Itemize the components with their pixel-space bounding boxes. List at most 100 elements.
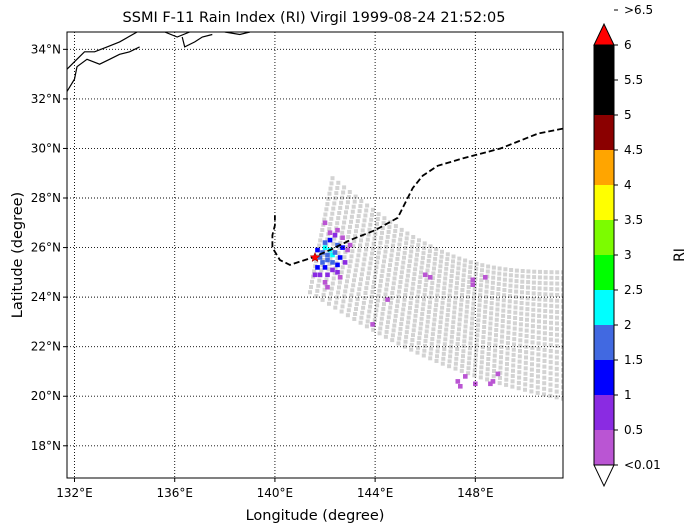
swath-pixel: [420, 260, 425, 265]
swath-pixel: [435, 293, 440, 298]
swath-pixel: [510, 374, 515, 378]
swath-pixel: [520, 274, 525, 279]
swath-pixel: [396, 252, 401, 257]
swath-pixel: [449, 339, 454, 344]
rain-pixel: [322, 220, 328, 226]
swath-pixel: [561, 310, 563, 315]
swath-pixel: [341, 225, 346, 230]
storm-track-line: [271, 127, 563, 266]
swath-pixel: [548, 332, 553, 336]
swath-pixel: [351, 244, 356, 249]
swath-pixel: [535, 390, 540, 395]
swath-pixel: [477, 303, 482, 308]
swath-pixel: [423, 339, 428, 343]
swath-pixel: [345, 205, 349, 210]
swath-pixel: [361, 300, 366, 305]
swath-pixel: [367, 266, 372, 271]
swath-pixel: [549, 270, 554, 275]
swath-pixel: [392, 323, 397, 328]
swath-pixel: [462, 268, 467, 273]
swath-pixel: [470, 316, 475, 321]
swath-pixel: [561, 396, 563, 401]
swath-pixel: [419, 265, 424, 270]
swath-pixel: [537, 308, 542, 313]
swath-pixel: [513, 310, 518, 315]
swath-pixel: [487, 331, 492, 336]
swath-pixel: [455, 276, 460, 281]
swath-pixel: [435, 349, 440, 354]
swath-pixel: [365, 237, 370, 242]
swath-pixel: [452, 305, 457, 310]
swath-pixel: [329, 181, 334, 186]
swath-pixel: [468, 260, 473, 265]
y-axis-label: Latitude (degree): [10, 192, 26, 318]
swath-pixel: [352, 278, 356, 283]
rain-pixel: [317, 255, 323, 260]
swath-pixel: [353, 234, 358, 239]
swath-pixel: [519, 295, 524, 300]
swath-pixel: [561, 356, 563, 361]
swath-pixel: [414, 304, 419, 309]
swath-pixel: [504, 372, 509, 377]
swath-pixel: [407, 259, 412, 264]
swath-pixel: [518, 338, 523, 343]
swath-pixel: [359, 277, 363, 282]
swath-pixel: [417, 238, 421, 243]
swath-pixel: [512, 342, 516, 347]
swath-pixel: [384, 287, 389, 292]
swath-pixel: [413, 313, 418, 318]
swath-pixel: [493, 338, 498, 343]
swath-pixel: [386, 272, 391, 277]
swath-pixel: [383, 292, 388, 297]
swath-pixel: [505, 346, 510, 351]
swath-pixel: [494, 322, 499, 327]
swath-pixel: [330, 281, 335, 286]
swath-pixel: [483, 309, 488, 314]
rain-pixel: [325, 252, 330, 258]
swath-pixel: [332, 271, 337, 276]
swath-pixel: [440, 361, 445, 366]
swath-pixel: [435, 354, 439, 359]
swath-pixel: [430, 281, 435, 285]
swath-pixel: [542, 336, 547, 341]
swath-pixel: [555, 293, 560, 297]
swath-pixel: [481, 335, 486, 340]
swath-pixel: [455, 342, 460, 346]
swath-pixel: [455, 347, 460, 351]
swath-pixel: [399, 232, 403, 237]
swath-pixel: [525, 296, 530, 301]
swath-pixel: [371, 327, 376, 332]
swath-pixel: [426, 263, 431, 268]
swath-pixel: [554, 383, 559, 388]
swath-pixel: [561, 304, 563, 309]
swath-pixel: [520, 269, 525, 273]
rain-pixel: [322, 280, 328, 285]
plot-frame: [66, 31, 564, 479]
y-tick-label: 32°N: [31, 92, 61, 106]
swath-pixel: [434, 303, 439, 308]
swath-pixel: [433, 312, 437, 317]
swath-pixel: [327, 301, 331, 306]
swath-pixel: [484, 284, 489, 289]
coastline-layer: [67, 32, 251, 92]
swath-pixel: [523, 377, 528, 381]
swath-pixel: [549, 326, 553, 331]
swath-pixel: [463, 319, 468, 324]
swath-pixel: [491, 265, 496, 270]
swath-pixel: [466, 361, 471, 366]
swath-pixel: [518, 327, 523, 332]
swath-pixel: [439, 254, 444, 259]
swath-pixel: [561, 368, 563, 372]
rain-pixel: [312, 272, 318, 278]
swath-pixel: [502, 293, 507, 298]
swath-pixel: [442, 342, 447, 347]
swath-pixel: [421, 353, 426, 358]
track-layer: [271, 127, 563, 266]
swath-pixel: [501, 308, 506, 313]
swath-pixel: [523, 382, 528, 387]
map-plot-area: [67, 32, 563, 478]
swath-pixel: [428, 356, 433, 361]
colorbar-tick-label: 4.5: [624, 143, 643, 157]
coastline: [181, 33, 213, 48]
swath-pixel: [340, 304, 345, 309]
